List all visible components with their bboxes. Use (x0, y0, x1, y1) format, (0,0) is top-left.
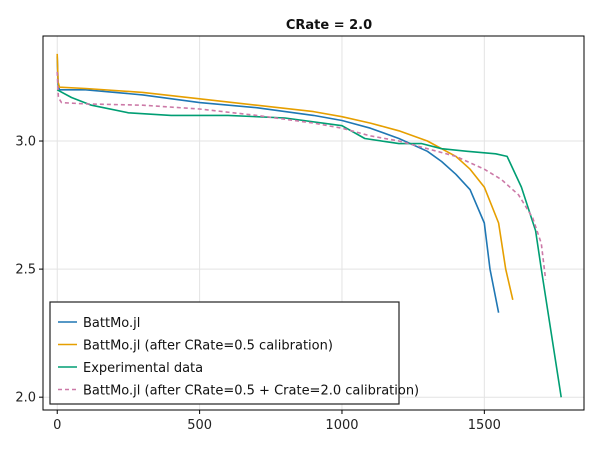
series-line-2 (56, 53, 514, 300)
x-tick-label: 500 (187, 418, 212, 433)
series-line-1 (56, 56, 500, 313)
y-tick-label: 3.0 (15, 135, 36, 150)
y-axis: 2.0 2.5 3.0 (15, 135, 43, 406)
series-lines (56, 53, 562, 398)
legend-label: Experimental data (83, 361, 203, 376)
y-tick-label: 2.0 (15, 391, 36, 406)
x-axis: 0 500 1000 1500 (53, 410, 501, 433)
legend-label: BattMo.jl (after CRate=0.5 + Crate=2.0 c… (83, 384, 419, 399)
series-line-4 (56, 71, 547, 280)
y-tick-label: 2.5 (15, 263, 36, 278)
legend-label: BattMo.jl (after CRate=0.5 calibration) (83, 339, 333, 354)
x-tick-label: 1000 (325, 418, 358, 433)
legend-box (49, 301, 400, 405)
legend-label: BattMo.jl (83, 316, 140, 331)
x-tick-label: 0 (53, 418, 61, 433)
x-tick-label: 1500 (468, 418, 501, 433)
plot-border (42, 35, 585, 411)
series-line-3 (56, 89, 562, 398)
chart-title: CRate = 2.0 (286, 18, 372, 33)
legend: BattMo.jl BattMo.jl (after CRate=0.5 cali… (49, 301, 419, 405)
plot-frame (42, 35, 585, 411)
